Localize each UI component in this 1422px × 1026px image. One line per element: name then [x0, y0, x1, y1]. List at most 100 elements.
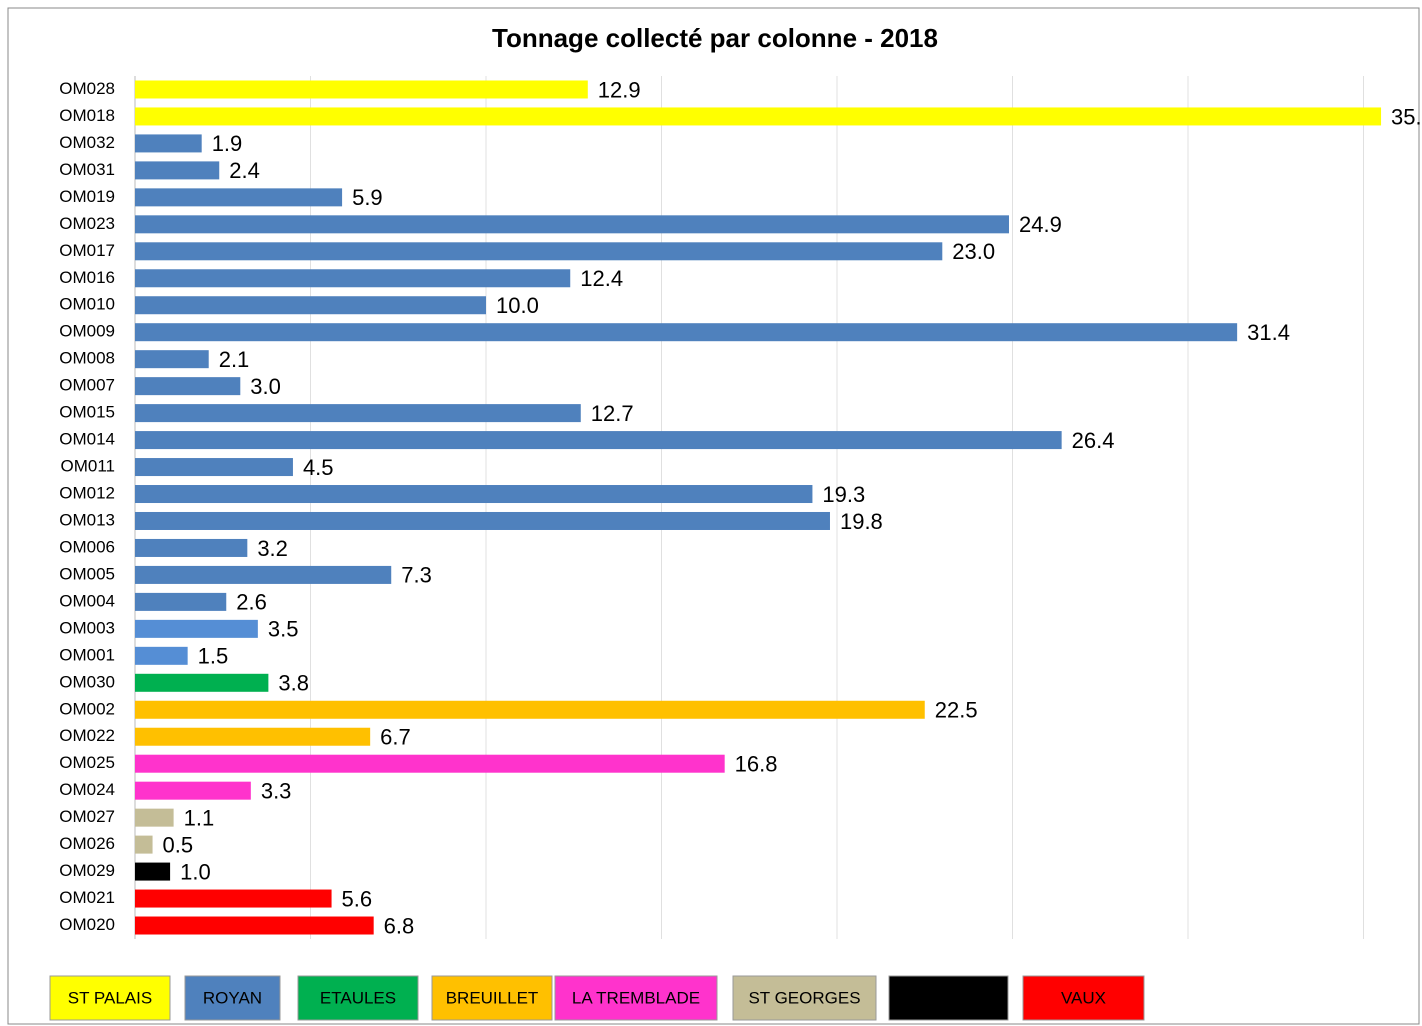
bar	[135, 269, 571, 288]
bar	[135, 565, 392, 584]
bar	[135, 296, 486, 315]
bar	[135, 862, 171, 881]
value-label: 3.8	[278, 671, 309, 696]
y-tick-label: OM023	[59, 214, 115, 233]
value-label: 19.8	[840, 509, 883, 534]
bar	[135, 916, 374, 935]
bar	[135, 485, 813, 504]
legend-label: ROYAN	[203, 988, 262, 1007]
y-tick-label: OM012	[59, 484, 115, 503]
y-tick-label: OM017	[59, 241, 115, 260]
y-tick-label: OM025	[59, 753, 115, 772]
legend-swatch	[184, 975, 281, 1021]
bar	[135, 592, 227, 611]
y-tick-label: OM030	[59, 672, 115, 691]
bar	[135, 781, 251, 800]
value-label: 16.8	[735, 752, 778, 777]
legend-label: ST PALAIS	[68, 988, 152, 1007]
y-tick-label: OM013	[59, 510, 115, 529]
legend-label: ST GEORGES	[748, 988, 860, 1007]
y-tick-label: OM018	[59, 106, 115, 125]
y-tick-label: OM004	[59, 591, 115, 610]
y-tick-label: OM008	[59, 349, 115, 368]
y-tick-label: OM019	[59, 187, 115, 206]
bar	[135, 242, 943, 261]
legend-label: BREUILLET	[446, 988, 539, 1007]
value-label: 6.8	[384, 913, 415, 938]
legend-swatch	[297, 975, 419, 1021]
y-tick-label: OM029	[59, 861, 115, 880]
bar	[135, 188, 343, 207]
chart-title: Tonnage collecté par colonne - 2018	[492, 23, 938, 53]
bar	[135, 161, 220, 180]
value-label: 6.7	[380, 725, 411, 750]
y-tick-label: OM005	[59, 564, 115, 583]
legend-label: LA TREMBLADE	[572, 988, 700, 1007]
value-label: 2.4	[229, 158, 260, 183]
y-tick-label: OM003	[59, 618, 115, 637]
value-label: 10.0	[496, 293, 539, 318]
bar	[135, 431, 1062, 450]
y-tick-label: OM021	[59, 888, 115, 907]
y-tick-label: OM031	[59, 160, 115, 179]
y-tick-label: OM009	[59, 322, 115, 341]
y-tick-label: OM028	[59, 79, 115, 98]
value-label: 1.1	[184, 805, 215, 830]
legend-swatch	[49, 975, 171, 1021]
bar	[135, 754, 725, 773]
value-label: 2.6	[236, 590, 267, 615]
value-label: 1.5	[198, 644, 229, 669]
y-tick-label: OM002	[59, 699, 115, 718]
value-label: 5.9	[352, 185, 383, 210]
bar	[135, 404, 581, 423]
y-tick-label: OM024	[59, 780, 115, 799]
bar	[135, 538, 248, 557]
legend-label: MESCHERS	[900, 988, 996, 1007]
value-label: 12.7	[591, 401, 634, 426]
bar	[135, 107, 1382, 126]
y-tick-label: OM020	[59, 915, 115, 934]
value-label: 23.0	[952, 239, 995, 264]
value-label: 3.0	[250, 374, 281, 399]
bar	[135, 808, 174, 827]
bar	[135, 835, 153, 854]
value-label: 31.4	[1247, 320, 1290, 345]
bar	[135, 511, 830, 530]
bar	[135, 377, 241, 396]
value-label: 3.2	[257, 536, 288, 561]
legend-swatch	[431, 975, 553, 1021]
y-tick-label: OM015	[59, 403, 115, 422]
bar	[135, 215, 1009, 234]
value-label: 4.5	[303, 455, 334, 480]
bar	[135, 646, 188, 665]
legend-swatch	[554, 975, 718, 1021]
value-label: 12.9	[598, 77, 641, 102]
bar	[135, 350, 209, 369]
legend-swatch	[888, 975, 1009, 1021]
value-label: 2.1	[219, 347, 250, 372]
y-tick-label: OM026	[59, 834, 115, 853]
bar	[135, 134, 202, 153]
y-tick-label: OM016	[59, 268, 115, 287]
legend-label: VAUX	[1061, 988, 1106, 1007]
bar	[135, 458, 293, 477]
value-label: 7.3	[401, 563, 432, 588]
value-label: 5.6	[342, 886, 373, 911]
value-label: 26.4	[1072, 428, 1115, 453]
legend-swatch	[732, 975, 877, 1021]
y-tick-label: OM014	[59, 430, 115, 449]
value-label: 1.9	[212, 131, 243, 156]
legend-swatch	[1022, 975, 1145, 1021]
bar	[135, 889, 332, 908]
y-tick-label: OM032	[59, 133, 115, 152]
y-tick-label: OM001	[59, 645, 115, 664]
bar	[135, 619, 258, 638]
y-tick-label: OM027	[59, 807, 115, 826]
bar	[135, 323, 1238, 342]
legend-label: ETAULES	[320, 988, 396, 1007]
value-label: 35.5	[1391, 104, 1422, 129]
bar	[135, 80, 588, 99]
value-label: 12.4	[580, 266, 623, 291]
y-tick-label: OM022	[59, 726, 115, 745]
